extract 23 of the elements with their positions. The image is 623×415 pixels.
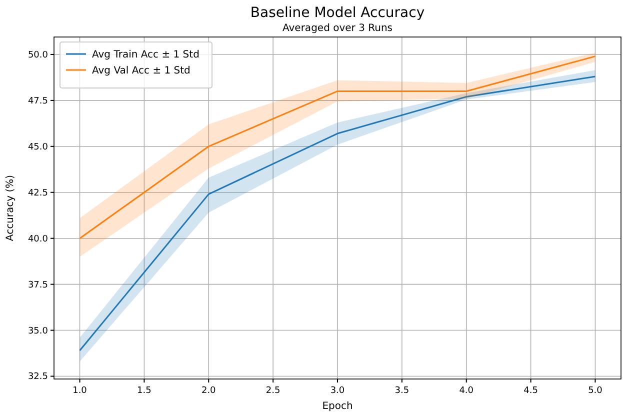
- y-axis-title: Accuracy (%): [5, 174, 16, 242]
- x-tick-label: 5.0: [588, 386, 603, 396]
- y-tick-label: 37.5: [28, 280, 48, 290]
- x-tick-label: 3.5: [394, 386, 410, 396]
- x-tick-label: 4.5: [524, 386, 538, 396]
- x-tick-label: 4.0: [459, 386, 474, 396]
- y-tick-label: 32.5: [28, 372, 48, 382]
- y-tick-label: 50.0: [28, 50, 48, 60]
- x-tick-label: 1.5: [137, 386, 152, 396]
- y-tick-label: 35.0: [28, 326, 48, 336]
- x-tick-label: 2.5: [266, 386, 280, 396]
- chart-subtitle: Averaged over 3 Runs: [282, 23, 392, 34]
- legend-label: Avg Train Acc ± 1 Std: [92, 50, 200, 60]
- y-tick-label: 42.5: [28, 188, 48, 198]
- y-tick-label: 45.0: [28, 142, 48, 152]
- legend-label: Avg Val Acc ± 1 Std: [92, 66, 190, 76]
- y-tick-label: 40.0: [28, 234, 48, 244]
- y-tick-label: 47.5: [28, 96, 48, 106]
- x-axis-title: Epoch: [322, 401, 353, 412]
- x-tick-label: 3.0: [330, 386, 345, 396]
- chart-title: Baseline Model Accuracy: [250, 5, 425, 21]
- x-tick-label: 1.0: [72, 386, 88, 396]
- x-tick-label: 2.0: [201, 386, 216, 396]
